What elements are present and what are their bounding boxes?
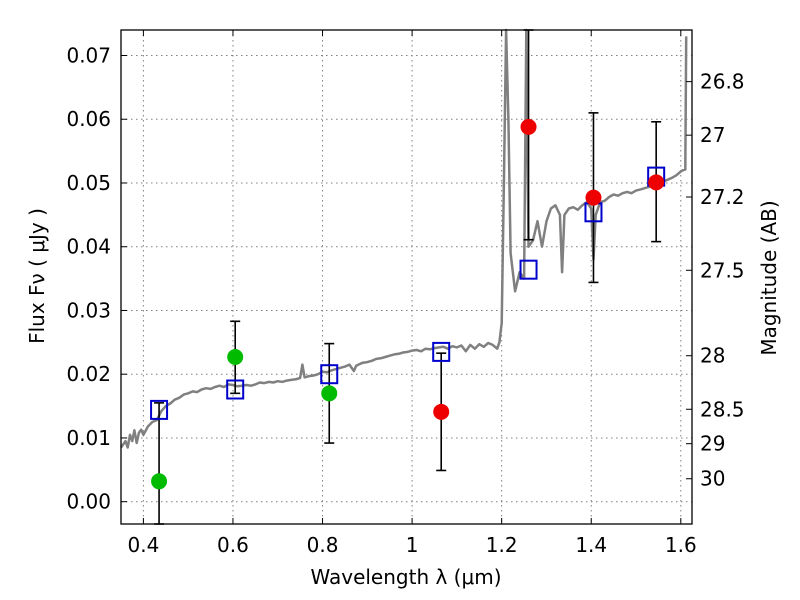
observed-flux-point [520, 118, 537, 135]
x-axis-ticks: 0.4 0.6 0.8 1 1.2 1.4 1.6 [127, 30, 697, 557]
observed-flux-point [151, 473, 168, 490]
observed-flux-point [433, 403, 450, 420]
x-tick-label: 0.4 [127, 533, 159, 557]
y-tick-label: 0.06 [66, 107, 111, 131]
model-photometry-square [320, 364, 339, 385]
y-tick-label: 0.04 [66, 235, 111, 259]
x-tick-label: 1.2 [486, 533, 518, 557]
observed-flux-point [585, 189, 602, 206]
magnitude-tick-label: 28 [700, 344, 725, 368]
y-tick-label: 0.07 [66, 43, 111, 67]
magnitude-axis-label: Magnitude (AB) [757, 200, 781, 355]
magnitude-tick-label: 28.5 [700, 397, 745, 421]
y-tick-label: 0.05 [66, 171, 111, 195]
x-tick-label: 0.6 [217, 533, 249, 557]
y-tick-label: 0.03 [66, 298, 111, 322]
magnitude-tick-label: 26.8 [700, 70, 745, 94]
model-photometry-square [519, 259, 538, 280]
model-spectrum [119, 28, 688, 449]
magnitude-tick-label: 29 [700, 432, 725, 456]
model-photometry-square [150, 399, 169, 420]
model-photometry-square [226, 379, 245, 400]
model-photometry-square [432, 341, 451, 362]
x-tick-label: 1.6 [665, 533, 697, 557]
error-bars [154, 29, 662, 525]
magnitude-tick-label: 30 [700, 467, 725, 491]
y-tick-label: 0.02 [66, 362, 111, 386]
model-photometry-markers [150, 166, 666, 420]
y-axis-label: Flux Fν ( μJy ) [25, 208, 49, 344]
plot-frame [120, 29, 693, 525]
observed-markers [151, 118, 665, 490]
x-tick-label: 1 [406, 533, 419, 557]
magnitude-tick-label: 27.5 [700, 258, 745, 282]
y-tick-label: 0.01 [66, 426, 111, 450]
observed-flux-point [648, 174, 665, 191]
x-tick-label: 0.8 [307, 533, 339, 557]
grid-lines [121, 30, 692, 524]
model-spectrum-line [119, 28, 688, 449]
observed-flux-point [321, 385, 338, 402]
y-axis-ticks: 0.00 0.01 0.02 0.03 0.04 0.05 0.06 0.07 [66, 43, 127, 514]
y-tick-label: 0.00 [66, 490, 111, 514]
magnitude-axis-ticks: 26.8 27 27.2 27.5 28 28.5 29 30 [686, 70, 745, 491]
x-axis-label: Wavelength λ (μm) [310, 565, 501, 589]
magnitude-tick-label: 27.2 [700, 185, 745, 209]
x-tick-label: 1.4 [575, 533, 607, 557]
magnitude-tick-label: 27 [700, 123, 725, 147]
observed-flux-point [227, 348, 244, 365]
